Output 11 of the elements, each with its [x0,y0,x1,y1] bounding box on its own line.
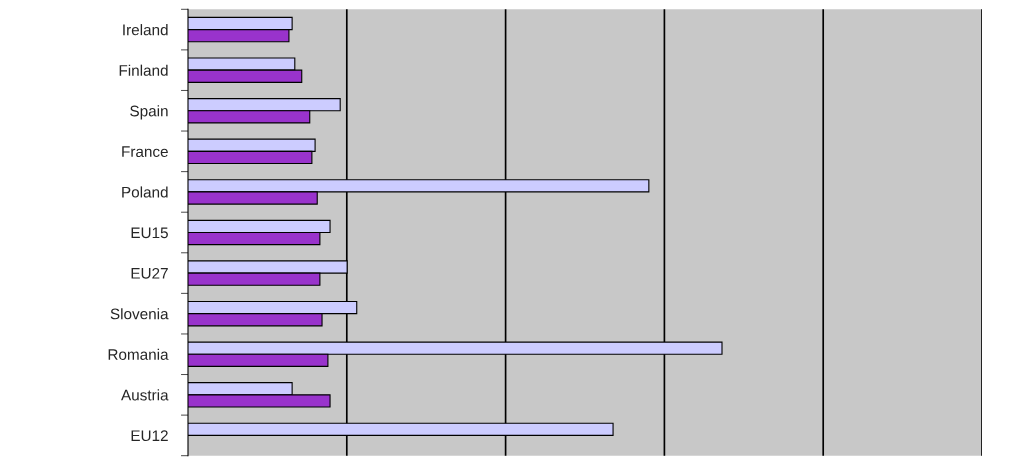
y-tick-label: Ireland [123,24,168,36]
y-tick-label: France [122,146,168,158]
y-tick-label: EU12 [131,430,168,442]
y-tick-label: Spain [130,105,168,120]
y-tick-label: Finland [119,64,168,76]
y-tick-label: Romania [108,348,169,360]
y-tick-label: Austria [121,389,169,401]
y-tick-label: Poland [122,186,168,198]
y-tick-label: EU15 [131,227,168,239]
y-tick-label: EU27 [131,267,168,279]
y-tick-label: Slovenia [110,308,169,320]
